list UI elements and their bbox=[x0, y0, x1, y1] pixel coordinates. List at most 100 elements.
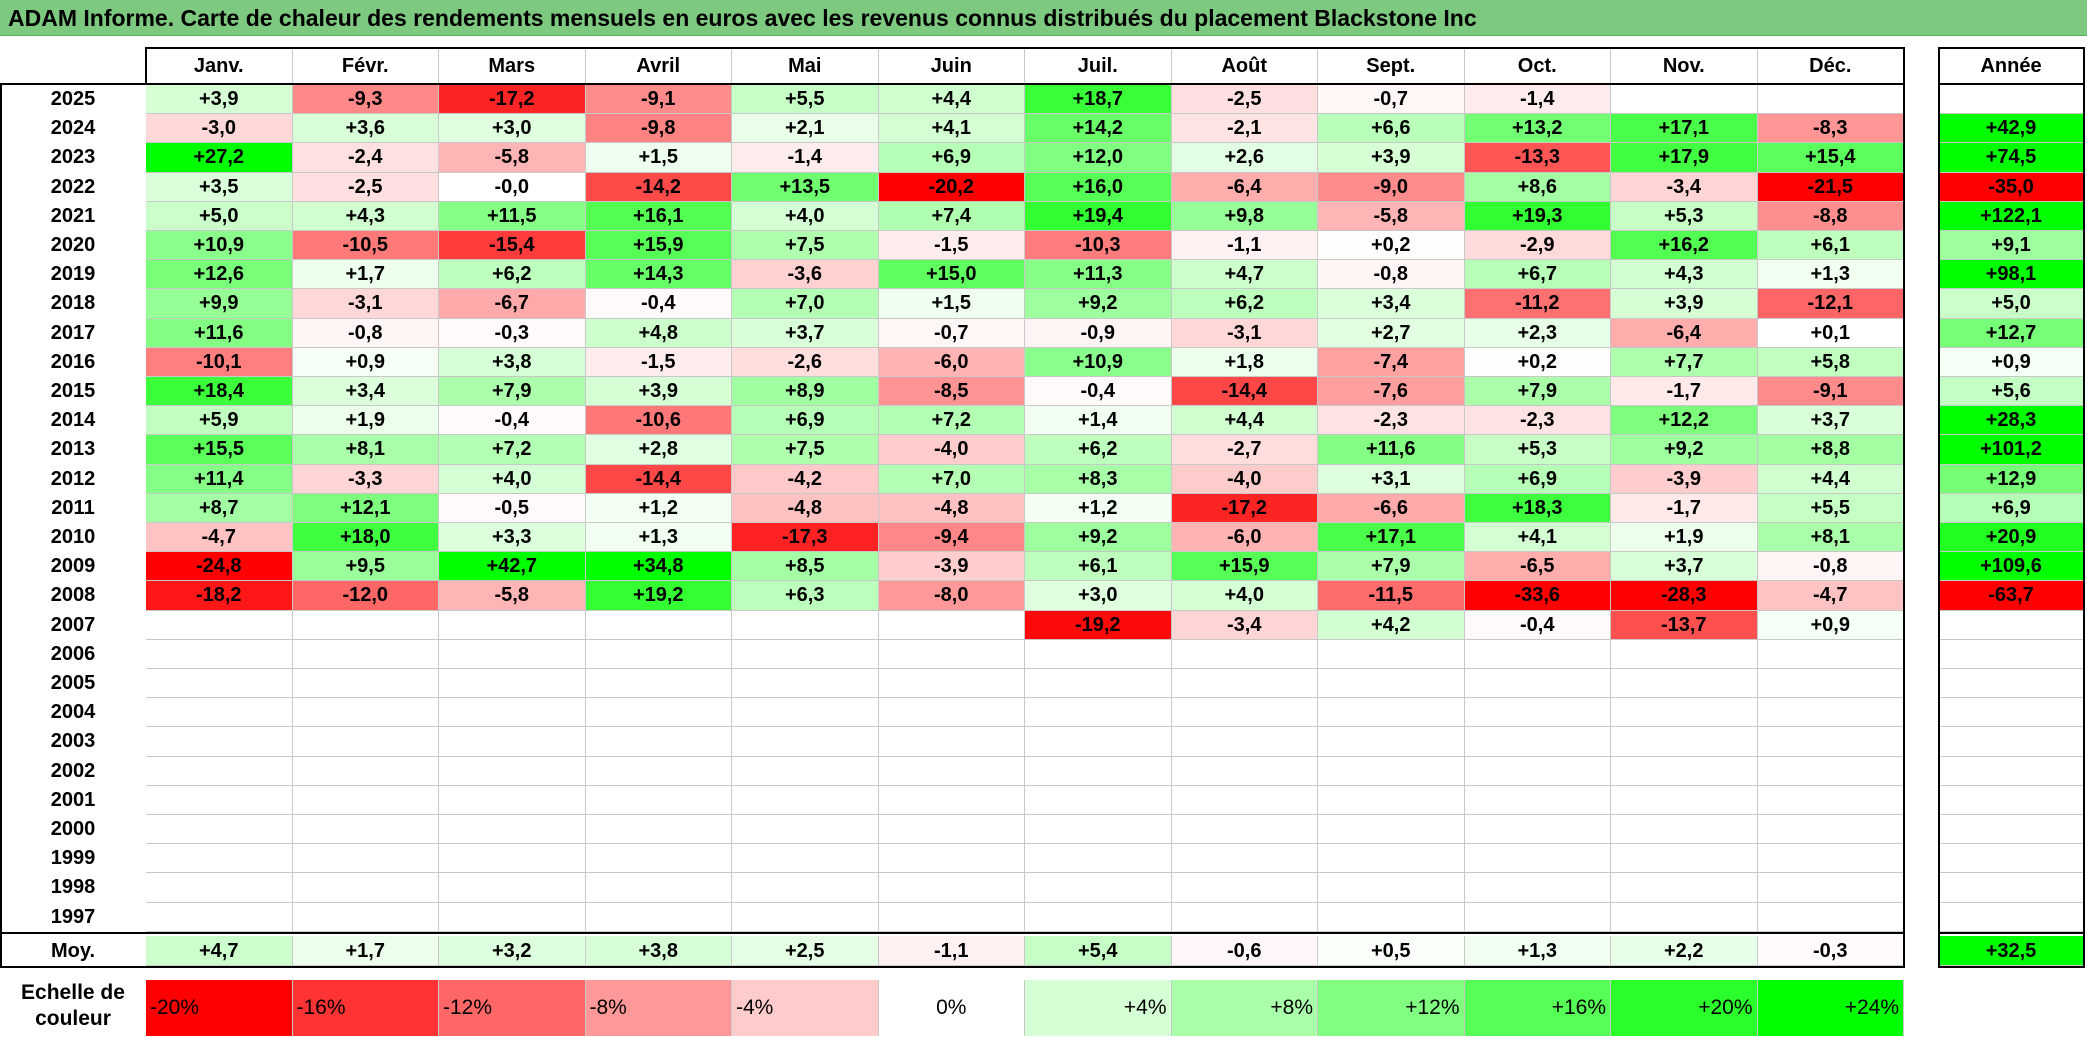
heatmap-cell: +2,7 bbox=[1318, 318, 1465, 348]
heatmap-cell bbox=[1318, 844, 1465, 874]
year-label: 1998 bbox=[50, 876, 96, 899]
month-header: Juin bbox=[879, 48, 1025, 84]
month-header: Janv. bbox=[146, 48, 293, 84]
heatmap-cell bbox=[439, 873, 586, 903]
heatmap-cell bbox=[1171, 698, 1318, 728]
heatmap-cell bbox=[732, 698, 879, 728]
month-header: Oct. bbox=[1465, 48, 1611, 84]
heatmap-cell: +0,9 bbox=[1757, 610, 1904, 640]
heatmap-cell bbox=[439, 610, 586, 640]
year-label: 2020 bbox=[50, 234, 96, 256]
average-cell: -1,1 bbox=[878, 936, 1025, 966]
color-scale-swatch: -8% bbox=[585, 980, 732, 1036]
heatmap-cell bbox=[732, 639, 879, 669]
heatmap-cell: -0,0 bbox=[439, 172, 586, 202]
month-header: Mai bbox=[732, 48, 879, 84]
heatmap-cell: +7,2 bbox=[878, 406, 1025, 436]
annual-cell bbox=[1939, 610, 2084, 640]
heatmap-cell bbox=[439, 902, 586, 932]
annual-cell: +12,9 bbox=[1939, 464, 2084, 494]
heatmap-cell bbox=[585, 844, 732, 874]
heatmap-cell: -5,8 bbox=[439, 581, 586, 611]
annual-cell: +101,2 bbox=[1939, 435, 2084, 465]
heatmap-cell: -14,4 bbox=[1171, 377, 1318, 407]
heatmap-cell: -20,2 bbox=[878, 172, 1025, 202]
month-header: Juil. bbox=[1025, 48, 1172, 84]
heatmap-cell: +3,7 bbox=[732, 318, 879, 348]
heatmap-cell bbox=[1611, 785, 1758, 815]
color-scale-swatch: -20% bbox=[146, 980, 293, 1036]
heatmap-cell bbox=[1611, 85, 1758, 115]
heatmap-cell bbox=[732, 815, 879, 845]
annual-header-separator bbox=[1938, 83, 2085, 85]
heatmap-cell: +7,4 bbox=[878, 201, 1025, 231]
heatmap-cell: +4,1 bbox=[878, 114, 1025, 144]
heatmap-cell bbox=[1025, 844, 1172, 874]
heatmap-cell bbox=[1318, 639, 1465, 669]
heatmap-cell: +3,5 bbox=[146, 172, 293, 202]
heatmap-cell: -10,1 bbox=[146, 347, 293, 377]
heatmap-cell: +3,9 bbox=[585, 377, 732, 407]
year-label: 2025 bbox=[50, 88, 96, 110]
heatmap-cell: +9,2 bbox=[1611, 435, 1758, 465]
heatmap-cell: -4,7 bbox=[146, 523, 293, 553]
heatmap-cell: +8,7 bbox=[146, 493, 293, 523]
heatmap-cell bbox=[1611, 669, 1758, 699]
heatmap-cell: +3,0 bbox=[1025, 581, 1172, 611]
heatmap-cell bbox=[1464, 698, 1611, 728]
heatmap-cell: +11,3 bbox=[1025, 260, 1172, 290]
heatmap-cell: +7,2 bbox=[439, 435, 586, 465]
year-label: 2008 bbox=[50, 584, 96, 607]
heatmap-cell bbox=[1171, 756, 1318, 786]
heatmap-cell bbox=[1464, 815, 1611, 845]
heatmap-cell: +14,2 bbox=[1025, 114, 1172, 144]
heatmap-cell: -4,0 bbox=[878, 435, 1025, 465]
year-label: 2014 bbox=[50, 409, 96, 432]
heatmap-cell: -1,5 bbox=[878, 231, 1025, 261]
heatmap-cell bbox=[1318, 698, 1465, 728]
heatmap-cell: +4,0 bbox=[439, 464, 586, 494]
heatmap-cell: +6,6 bbox=[1318, 114, 1465, 144]
year-label: 1999 bbox=[50, 847, 96, 870]
year-label: 2003 bbox=[50, 730, 96, 753]
heatmap-cell bbox=[1025, 902, 1172, 932]
average-cell: +3,2 bbox=[439, 936, 586, 966]
heatmap-cell: +15,9 bbox=[1171, 552, 1318, 582]
heatmap-cell: -0,4 bbox=[1464, 610, 1611, 640]
heatmap-cell bbox=[585, 639, 732, 669]
heatmap-cell: +10,9 bbox=[1025, 347, 1172, 377]
heatmap-cell: +7,9 bbox=[1318, 552, 1465, 582]
heatmap-cell: -0,8 bbox=[292, 318, 439, 348]
heatmap-cell bbox=[1611, 815, 1758, 845]
heatmap-cell: -4,0 bbox=[1171, 464, 1318, 494]
year-label: 2001 bbox=[50, 788, 96, 811]
heatmap-cell bbox=[146, 815, 293, 845]
heatmap-cell bbox=[878, 815, 1025, 845]
heatmap-cell: -0,3 bbox=[439, 318, 586, 348]
heatmap-cell: +4,7 bbox=[1171, 260, 1318, 290]
heatmap-cell: +1,2 bbox=[585, 493, 732, 523]
heatmap-cell: +16,0 bbox=[1025, 172, 1172, 202]
heatmap-cell bbox=[1318, 873, 1465, 903]
year-label: 2016 bbox=[50, 350, 96, 373]
heatmap-cell: +5,8 bbox=[1757, 347, 1904, 377]
heatmap-cell bbox=[732, 727, 879, 757]
month-header: Sept. bbox=[1318, 48, 1465, 84]
heatmap-cell: +3,9 bbox=[1611, 289, 1758, 319]
heatmap-cell: +16,2 bbox=[1611, 231, 1758, 261]
annual-cell: +0,9 bbox=[1939, 347, 2084, 377]
heatmap-cell bbox=[439, 844, 586, 874]
heatmap-cell: +6,1 bbox=[1757, 231, 1904, 261]
heatmap-cell: +4,3 bbox=[292, 201, 439, 231]
heatmap-cell bbox=[1757, 727, 1904, 757]
heatmap-cell: -8,8 bbox=[1757, 201, 1904, 231]
heatmap-cell: +6,9 bbox=[1464, 464, 1611, 494]
color-scale-swatch: -16% bbox=[292, 980, 439, 1036]
heatmap-cell: -9,4 bbox=[878, 523, 1025, 553]
heatmap-cell bbox=[292, 698, 439, 728]
heatmap-cell: -3,9 bbox=[1611, 464, 1758, 494]
heatmap-cell bbox=[1318, 727, 1465, 757]
heatmap-cell: +13,2 bbox=[1464, 114, 1611, 144]
heatmap-cell bbox=[1611, 698, 1758, 728]
heatmap-cell bbox=[585, 698, 732, 728]
